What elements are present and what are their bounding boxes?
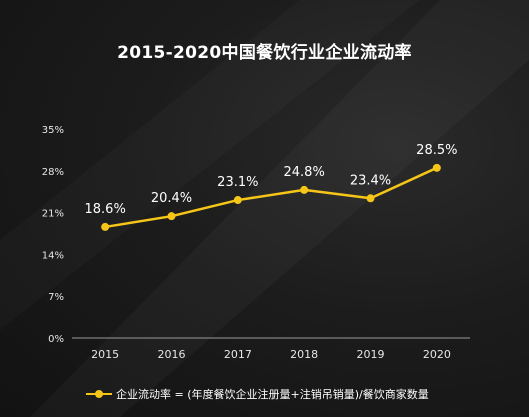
x-tick-label: 2016 (158, 348, 186, 361)
chart-title: 2015-2020中国餐饮行业企业流动率 (117, 43, 412, 63)
y-tick-label: 28% (42, 167, 64, 178)
data-point (167, 212, 176, 221)
legend-label: 企业流动率 = (年度餐饮企业注册量+注销吊销量)/餐饮商家数量 (116, 388, 429, 401)
y-tick-label: 14% (42, 250, 64, 261)
data-label: 28.5% (416, 143, 457, 158)
data-point (432, 163, 441, 172)
x-tick-label: 2017 (224, 348, 252, 361)
x-tick-label: 2018 (290, 348, 318, 361)
y-tick-label: 21% (42, 209, 64, 220)
x-tick-label: 2020 (423, 348, 451, 361)
data-label: 23.4% (350, 173, 391, 188)
y-tick-label: 35% (42, 125, 64, 136)
data-point (300, 185, 309, 194)
data-point (101, 222, 110, 231)
data-label: 23.1% (217, 175, 258, 190)
y-tick-label: 0% (48, 334, 64, 345)
series-line (104, 166, 438, 229)
data-point (233, 196, 242, 205)
legend: 企业流动率 = (年度餐饮企业注册量+注销吊销量)/餐饮商家数量 (86, 385, 429, 403)
legend-marker-icon (86, 388, 112, 400)
data-label: 18.6% (85, 202, 126, 217)
x-tick-label: 2019 (357, 348, 385, 361)
y-tick-label: 7% (48, 292, 64, 303)
data-point (366, 194, 375, 203)
data-label: 24.8% (284, 165, 325, 180)
x-tick-label: 2015 (91, 348, 119, 361)
data-label: 20.4% (151, 191, 192, 206)
